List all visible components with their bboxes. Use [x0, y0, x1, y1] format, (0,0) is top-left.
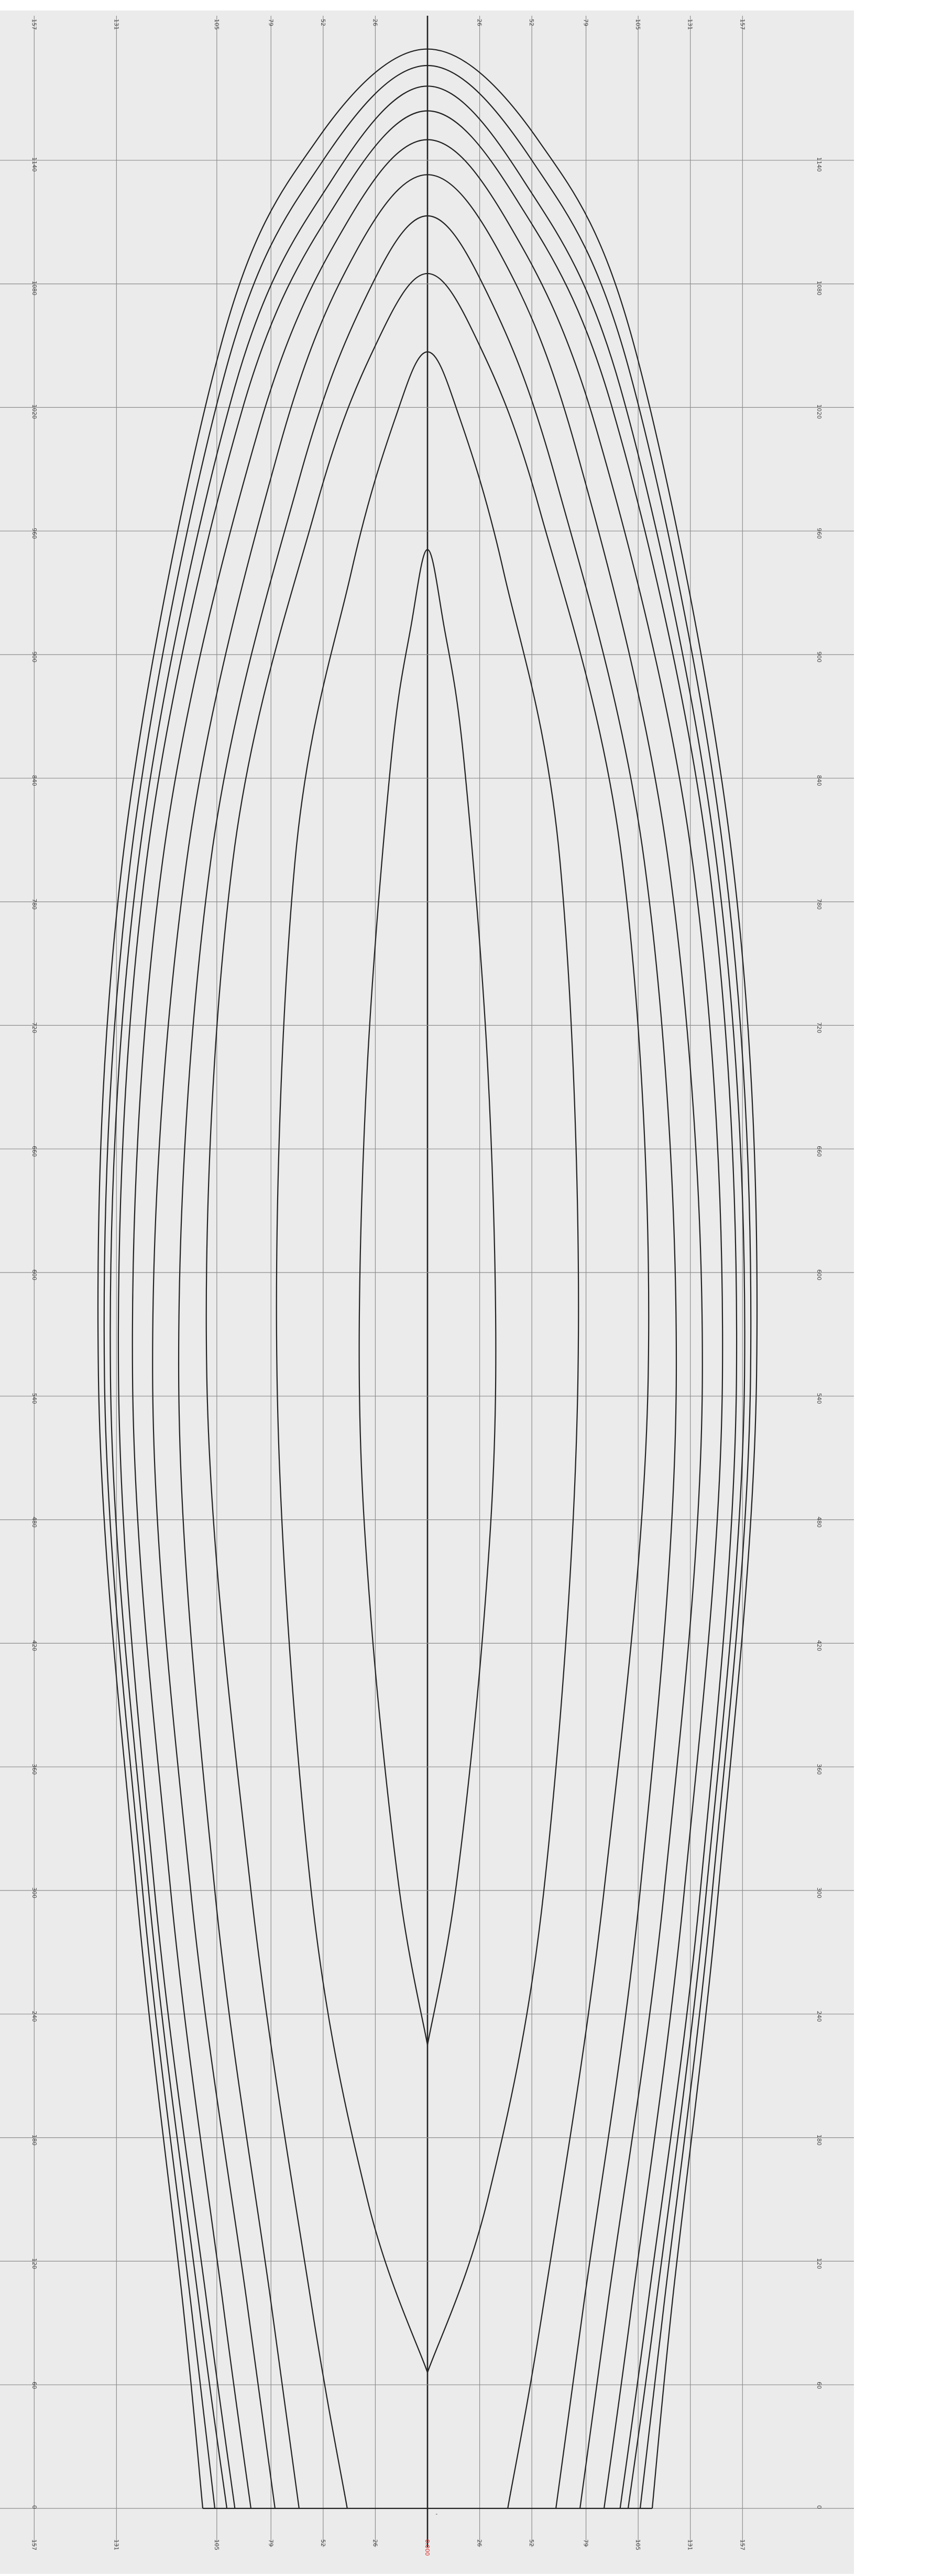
- row-tick-label-right: 1020: [816, 404, 823, 419]
- row-tick-label-right: 480: [816, 1517, 823, 1528]
- top-tick-label: 157: [30, 19, 37, 30]
- top-tick-label: 26: [476, 19, 483, 26]
- row-tick-label-left: 1020: [31, 404, 38, 419]
- row-tick-label-right: 420: [816, 1640, 823, 1651]
- top-tick-label: 52: [320, 19, 326, 26]
- bottom-tick-label: 0.000: [424, 2539, 431, 2556]
- row-tick-label-right: 780: [816, 899, 823, 910]
- row-tick-label-right: 300: [816, 1887, 823, 1898]
- hull-line-2: [103, 64, 752, 2509]
- top-tick-label: 79: [267, 19, 274, 26]
- row-tick-label-left: 360: [31, 1764, 38, 1775]
- row-tick-label-right: 840: [816, 775, 823, 786]
- row-tick-label-right: 60: [816, 2382, 823, 2389]
- bottom-tick-label: 105: [213, 2539, 220, 2550]
- bottom-tick-label: 131: [687, 2539, 694, 2550]
- row-tick-label-right: 720: [816, 1022, 823, 1033]
- row-tick-label-left: 960: [31, 528, 38, 539]
- top-tick-label: 79: [583, 19, 589, 26]
- row-tick-label-left: 180: [31, 2135, 38, 2146]
- row-tick-label-left: 120: [31, 2258, 38, 2269]
- hull-line-1: [97, 48, 758, 2509]
- bottom-tick-label: 157: [30, 2539, 37, 2550]
- hull-line-10: [358, 549, 497, 2045]
- row-tick-label-left: 300: [31, 1887, 38, 1898]
- bottom-tick-label: 52: [528, 2539, 535, 2547]
- row-tick-label-right: 660: [816, 1146, 823, 1157]
- top-tick-label: 131: [687, 19, 694, 30]
- hull-line-6: [152, 174, 703, 2509]
- bottom-tick-label: 131: [113, 2539, 119, 2550]
- row-tick-label-left: 600: [31, 1269, 38, 1280]
- row-tick-label-right: 900: [816, 651, 823, 662]
- aft-marker: -: [435, 2510, 437, 2517]
- top-tick-label: 131: [113, 19, 119, 30]
- bottom-tick-label: 157: [739, 2539, 745, 2550]
- bottom-tick-label: 52: [320, 2539, 326, 2547]
- row-tick-label-left: 480: [31, 1517, 38, 1528]
- top-tick-label: 157: [739, 19, 745, 30]
- row-tick-label-right: 540: [816, 1393, 823, 1404]
- bottom-tick-label: 26: [371, 2539, 378, 2547]
- row-tick-label-right: 960: [816, 528, 823, 539]
- row-tick-label-left: 660: [31, 1146, 38, 1157]
- top-tick-label: 105: [213, 19, 220, 30]
- hull-line-9: [276, 351, 579, 2373]
- row-tick-label-left: 720: [31, 1022, 38, 1033]
- hull-line-5: [131, 139, 723, 2509]
- bottom-tick-label: 79: [583, 2539, 589, 2547]
- bottom-tick-label: 26: [476, 2539, 483, 2547]
- row-tick-label-right: 360: [816, 1764, 823, 1775]
- row-tick-label-left: 780: [31, 899, 38, 910]
- tick-labels: 157 131 105 79 52 26 0.000 26 52 79 105 131 157 157 13…: [30, 19, 823, 2556]
- bottom-tick-label: 79: [267, 2539, 274, 2547]
- hull-line-3: [109, 85, 745, 2509]
- row-tick-label-left: 540: [31, 1393, 38, 1404]
- hull-line-7: [178, 215, 677, 2509]
- row-tick-label-right: 180: [816, 2135, 823, 2146]
- row-tick-label-right: 600: [816, 1269, 823, 1280]
- row-tick-label-right: 120: [816, 2258, 823, 2269]
- row-tick-label-left: 420: [31, 1640, 38, 1651]
- top-white-band: [469, 0, 854, 10]
- hull-line-8: [205, 273, 650, 2509]
- row-tick-label-right: 1140: [816, 157, 823, 172]
- top-tick-label: 105: [634, 19, 641, 30]
- row-tick-label-left: 1140: [31, 157, 38, 172]
- row-tick-label-left: 0: [31, 2505, 38, 2509]
- row-tick-label-left: 1080: [31, 281, 38, 296]
- top-tick-label: 26: [371, 19, 378, 26]
- hull-line-4: [117, 110, 738, 2509]
- bottom-tick-label: 105: [634, 2539, 641, 2550]
- row-tick-label-left: 240: [31, 2011, 38, 2022]
- row-tick-label-left: 60: [31, 2382, 38, 2389]
- top-tick-label: 52: [528, 19, 535, 26]
- grid-columns: [34, 16, 743, 2547]
- row-tick-label-right: 1080: [816, 281, 823, 296]
- row-tick-label-left: 900: [31, 651, 38, 662]
- row-tick-label-right: 240: [816, 2011, 823, 2022]
- row-tick-label-right: 0: [816, 2505, 823, 2509]
- row-tick-label-left: 840: [31, 775, 38, 786]
- hull-curves: [97, 48, 758, 2509]
